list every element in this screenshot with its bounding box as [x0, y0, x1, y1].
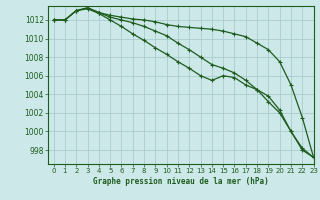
X-axis label: Graphe pression niveau de la mer (hPa): Graphe pression niveau de la mer (hPa)	[93, 177, 269, 186]
